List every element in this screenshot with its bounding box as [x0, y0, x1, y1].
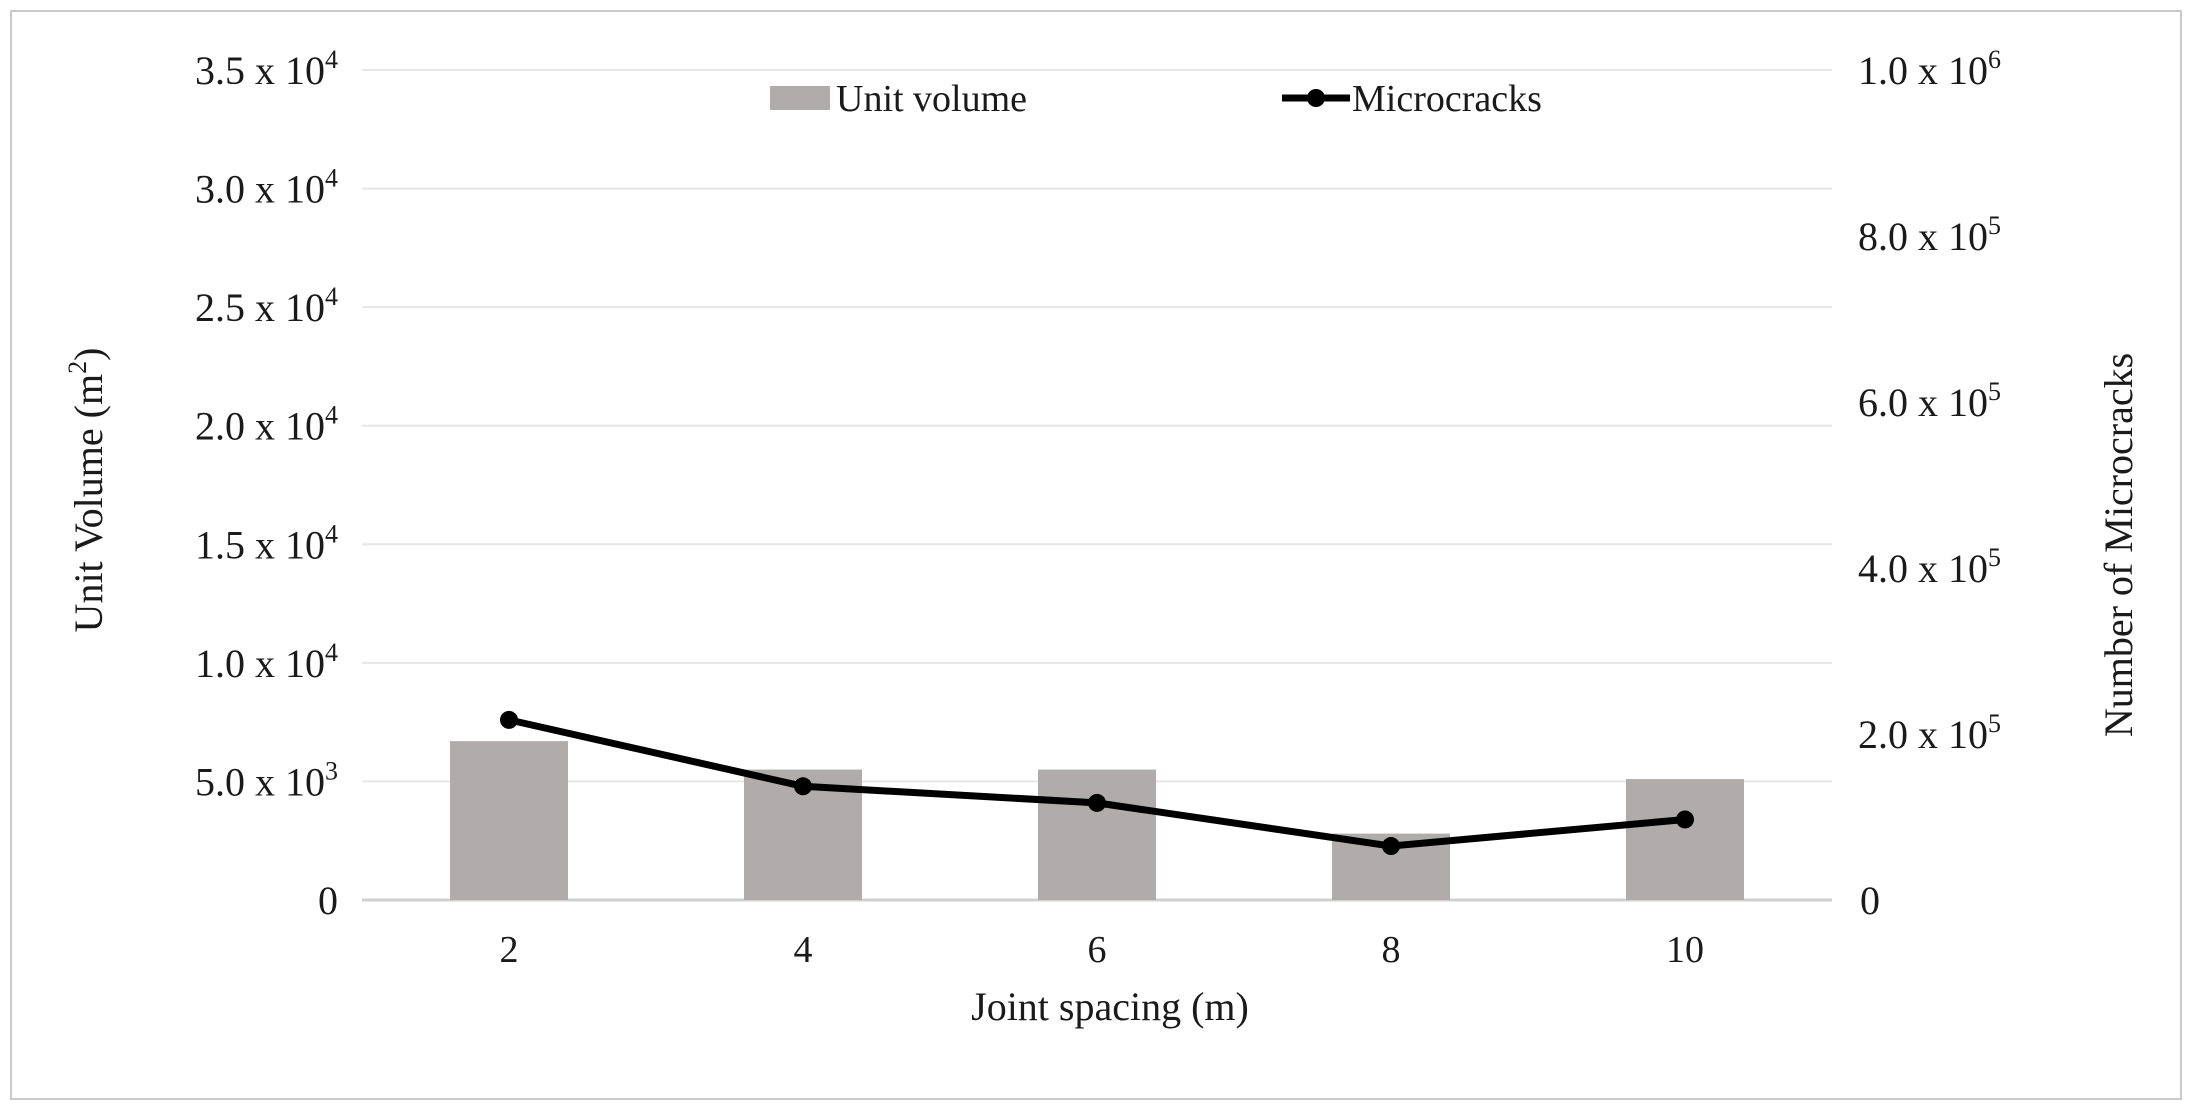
x-tick-label: 2: [500, 929, 519, 971]
chart-frame: [10, 10, 2182, 1100]
legend-marker-microcracks: [1307, 89, 1325, 107]
left-tick-label: 1.5 x 104: [195, 519, 338, 567]
left-tick-label: 3.5 x 104: [195, 45, 338, 93]
right-tick-label: 4.0 x 105: [1858, 543, 2001, 591]
left-y-axis-title: Unit Volume (m2): [63, 348, 111, 633]
legend-label-unit-volume: Unit volume: [836, 78, 1027, 120]
x-axis-ticks: 2 4 6 8 10: [500, 929, 1705, 971]
left-tick-label: 3.0 x 104: [195, 164, 338, 212]
x-tick-label: 4: [794, 929, 813, 971]
right-axis-ticks: 0 2.0 x 105 4.0 x 105 6.0 x 105 8.0 x 105 1.0…: [1858, 45, 2001, 923]
bar-unit-volume: [1626, 779, 1744, 900]
right-tick-label: 0: [1860, 878, 1880, 923]
left-axis-ticks: 0 5.0 x 103 1.0 x 104 1.5 x 104 2.0 x 104 2.5…: [195, 45, 338, 923]
right-tick-label: 1.0 x 106: [1858, 45, 2001, 93]
bar-unit-volume: [450, 741, 568, 900]
x-tick-label: 10: [1666, 929, 1704, 971]
point-microcracks: [794, 777, 812, 796]
bar-unit-volume: [1038, 769, 1156, 900]
point-microcracks: [1088, 793, 1106, 812]
legend-label-microcracks: Microcracks: [1352, 78, 1542, 120]
bar-series-unit-volume: [450, 741, 1744, 900]
point-microcracks: [500, 710, 518, 729]
line-series-microcracks: [500, 710, 1694, 856]
right-tick-label: 2.0 x 105: [1858, 709, 2001, 757]
left-tick-label: 2.5 x 104: [195, 282, 338, 330]
right-tick-label: 6.0 x 105: [1858, 377, 2001, 425]
legend-swatch-unit-volume: [770, 86, 830, 110]
right-y-axis-title: Number of Microcracks: [2096, 353, 2141, 737]
right-tick-label: 8.0 x 105: [1858, 211, 2001, 259]
x-axis-title: Joint spacing (m): [971, 984, 1249, 1029]
left-tick-label: 1.0 x 104: [195, 638, 338, 686]
legend: Unit volume Microcracks: [770, 78, 1542, 120]
left-tick-label: 5.0 x 103: [195, 756, 338, 804]
x-tick-label: 6: [1088, 929, 1107, 971]
left-tick-label: 2.0 x 104: [195, 401, 338, 449]
point-microcracks: [1676, 810, 1694, 829]
x-tick-label: 8: [1382, 929, 1401, 971]
left-tick-label: 0: [318, 878, 338, 923]
point-microcracks: [1382, 837, 1400, 856]
gridlines: [362, 69, 1832, 902]
